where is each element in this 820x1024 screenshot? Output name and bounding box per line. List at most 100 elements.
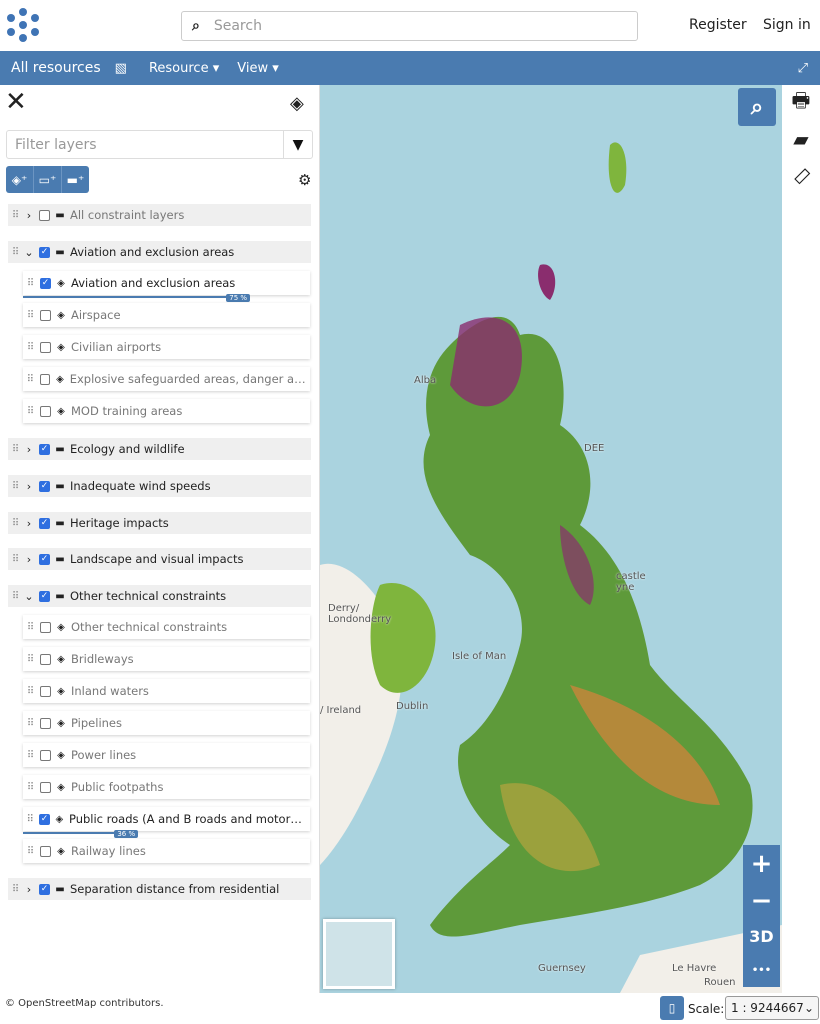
- print-icon[interactable]: 🖶: [791, 88, 811, 112]
- layer-item[interactable]: ⠿ ◈ MOD training areas: [23, 399, 310, 423]
- map-view[interactable]: Alba DEE Derry/ Londonderry Isle of Man …: [320, 85, 782, 993]
- resource-menu[interactable]: Resource ▾: [148, 60, 220, 76]
- view-menu[interactable]: View ▾: [237, 60, 279, 76]
- layer-checkbox[interactable]: ✓: [39, 517, 50, 529]
- drag-handle-icon[interactable]: ⠿: [26, 685, 34, 697]
- drag-handle-icon[interactable]: ⠿: [26, 717, 34, 729]
- open-folder-icon[interactable]: ▰: [793, 127, 809, 151]
- chevron-right-icon[interactable]: ›: [26, 479, 32, 493]
- chevron-right-icon[interactable]: ›: [26, 516, 32, 530]
- drag-handle-icon[interactable]: ⠿: [26, 813, 33, 825]
- filter-icon[interactable]: ▼: [283, 131, 312, 158]
- layer-checkbox[interactable]: [40, 781, 51, 793]
- layer-checkbox[interactable]: [39, 373, 51, 385]
- layer-checkbox[interactable]: ✓: [39, 553, 50, 565]
- chevron-down-icon[interactable]: ⌄: [24, 245, 34, 259]
- layer-item[interactable]: ⠿ ◈ Railway lines: [23, 839, 310, 863]
- layer-item[interactable]: ⠿ ✓ ◈ Aviation and exclusion areas 75 %: [23, 271, 310, 302]
- close-icon[interactable]: ✕: [5, 87, 27, 117]
- add-layer-button[interactable]: ◈⁺: [6, 166, 34, 193]
- layer-item[interactable]: ⠿ ◈ Bridleways: [23, 647, 310, 671]
- mouse-position-button[interactable]: ▯: [660, 996, 684, 1020]
- chevron-down-icon[interactable]: ⌄: [24, 589, 34, 603]
- layer-checkbox[interactable]: [39, 209, 50, 221]
- drag-handle-icon[interactable]: ⠿: [11, 443, 19, 455]
- layer-checkbox[interactable]: [40, 717, 51, 729]
- drag-handle-icon[interactable]: ⠿: [11, 480, 19, 492]
- drag-handle-icon[interactable]: ⠿: [11, 517, 19, 529]
- layers-icon[interactable]: ◈: [290, 93, 304, 114]
- fullscreen-icon[interactable]: ⤢: [797, 60, 808, 76]
- layer-group[interactable]: ⠿ › ✓ ▬ Separation distance from residential: [8, 878, 311, 900]
- drag-handle-icon[interactable]: ⠿: [26, 341, 34, 353]
- layer-item[interactable]: ⠿ ◈ Airspace: [23, 303, 310, 327]
- drag-handle-icon[interactable]: ⠿: [11, 246, 19, 258]
- all-resources-link[interactable]: All resources: [11, 60, 101, 76]
- layer-checkbox[interactable]: ✓: [39, 590, 50, 602]
- layer-checkbox[interactable]: ✓: [40, 277, 51, 289]
- drag-handle-icon[interactable]: ⠿: [26, 845, 34, 857]
- opacity-slider[interactable]: [23, 832, 127, 834]
- drag-handle-icon[interactable]: ⠿: [11, 209, 19, 221]
- drag-handle-icon[interactable]: ⠿: [26, 405, 34, 417]
- layer-group[interactable]: ⠿ ⌄ ✓ ▬ Other technical constraints: [8, 585, 311, 607]
- sign-in-link[interactable]: Sign in: [763, 17, 811, 33]
- add-group-button[interactable]: ▭⁺: [34, 166, 62, 193]
- layer-item[interactable]: ⠿ ✓ ◈ Public roads (A and B roads and motor…: [23, 807, 310, 838]
- chevron-right-icon[interactable]: ›: [26, 208, 32, 222]
- drag-handle-icon[interactable]: ⠿: [26, 373, 34, 385]
- zoom-in-button[interactable]: +: [743, 845, 780, 882]
- layer-checkbox[interactable]: ✓: [39, 883, 50, 895]
- layer-group[interactable]: ⠿ › ✓ ▬ Landscape and visual impacts: [8, 548, 311, 570]
- settings-icon[interactable]: ⚙: [298, 171, 312, 189]
- chevron-right-icon[interactable]: ›: [26, 552, 32, 566]
- layer-item[interactable]: ⠿ ◈ Other technical constraints: [23, 615, 310, 639]
- map-search-button[interactable]: ⌕: [738, 88, 776, 126]
- overview-map[interactable]: [323, 919, 395, 989]
- layer-item[interactable]: ⠿ ◈ Power lines: [23, 743, 310, 767]
- layer-item[interactable]: ⠿ ◈ Civilian airports: [23, 335, 310, 359]
- layer-group[interactable]: ⠿ ⌄ ✓ ▬ Aviation and exclusion areas: [8, 241, 311, 263]
- layer-checkbox[interactable]: [40, 309, 51, 321]
- layer-checkbox[interactable]: [40, 341, 51, 353]
- layer-item[interactable]: ⠿ ◈ Inland waters: [23, 679, 310, 703]
- zoom-out-button[interactable]: −: [743, 882, 780, 919]
- layer-item[interactable]: ⠿ ◈ Pipelines: [23, 711, 310, 735]
- scale-select[interactable]: 1 : 9244667 ⌄: [725, 996, 819, 1020]
- layer-checkbox[interactable]: [40, 653, 51, 665]
- layer-checkbox[interactable]: [40, 845, 51, 857]
- drag-handle-icon[interactable]: ⠿: [26, 653, 34, 665]
- layer-checkbox[interactable]: ✓: [39, 443, 50, 455]
- drag-handle-icon[interactable]: ⠿: [26, 749, 34, 761]
- drag-handle-icon[interactable]: ⠿: [26, 277, 34, 289]
- layer-group[interactable]: ⠿ › ✓ ▬ Ecology and wildlife: [8, 438, 311, 460]
- filter-layers-input[interactable]: Filter layers ▼: [6, 130, 313, 159]
- chevron-right-icon[interactable]: ›: [26, 882, 32, 896]
- layer-group[interactable]: ⠿ › ✓ ▬ Heritage impacts: [8, 512, 311, 534]
- register-link[interactable]: Register: [689, 17, 747, 33]
- layer-checkbox[interactable]: [40, 749, 51, 761]
- add-annotation-button[interactable]: ▬⁺: [66, 172, 85, 187]
- drag-handle-icon[interactable]: ⠿: [26, 309, 34, 321]
- logo-icon[interactable]: [4, 6, 42, 44]
- layer-item[interactable]: ⠿ ◈ Explosive safeguarded areas, danger ar…: [23, 367, 310, 391]
- layer-group[interactable]: ⠿ › ▬ All constraint layers: [8, 204, 311, 226]
- opacity-slider[interactable]: [23, 296, 239, 298]
- layer-checkbox[interactable]: ✓: [39, 813, 50, 825]
- drag-handle-icon[interactable]: ⠿: [11, 883, 19, 895]
- chevron-right-icon[interactable]: ›: [26, 442, 32, 456]
- layer-checkbox[interactable]: [40, 621, 51, 633]
- layer-group[interactable]: ⠿ › ✓ ▬ Inadequate wind speeds: [8, 475, 311, 497]
- map-icon[interactable]: ▧: [114, 60, 127, 76]
- layer-checkbox[interactable]: [40, 685, 51, 697]
- layer-item[interactable]: ⠿ ◈ Public footpaths: [23, 775, 310, 799]
- drag-handle-icon[interactable]: ⠿: [11, 590, 19, 602]
- layer-checkbox[interactable]: ✓: [39, 246, 50, 258]
- layer-checkbox[interactable]: ✓: [39, 480, 50, 492]
- layer-checkbox[interactable]: [40, 405, 51, 417]
- drag-handle-icon[interactable]: ⠿: [26, 621, 34, 633]
- drag-handle-icon[interactable]: ⠿: [26, 781, 34, 793]
- search-input[interactable]: ⌕ Search: [181, 11, 638, 41]
- drag-handle-icon[interactable]: ⠿: [11, 553, 19, 565]
- 3d-button[interactable]: 3D: [743, 919, 780, 953]
